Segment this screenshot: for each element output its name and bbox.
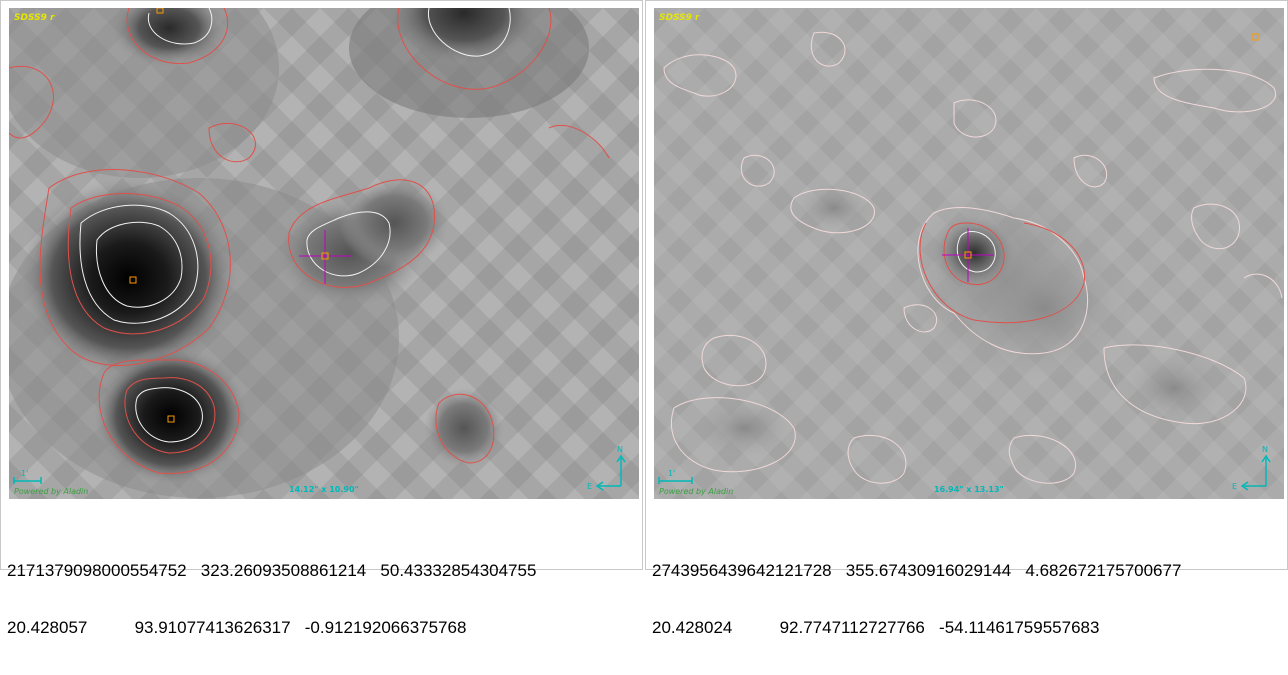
compass-north-right: N xyxy=(1262,445,1268,454)
source-caption-right: 2743956439642121728 355.67430916029144 4… xyxy=(652,523,1181,675)
compass-east-right: E xyxy=(1232,482,1237,491)
sky-cutout-image: SDSS9 r 1' Powered by Aladin 16.94" x 13… xyxy=(654,8,1284,499)
aladin-credit-left: Powered by Aladin xyxy=(14,487,88,496)
fov-label-right: 16.94" x 13.13" xyxy=(934,485,1004,494)
caption-line-1: 2171379098000554752 323.26093508861214 5… xyxy=(7,561,537,580)
compass-left xyxy=(595,454,626,491)
svg-text:1': 1' xyxy=(668,469,675,478)
target-marker-left xyxy=(321,252,329,260)
caption-line-2: 20.428057 93.91077413626317 -0.912192066… xyxy=(7,618,467,637)
compass-east-left: E xyxy=(587,482,592,491)
compass-north-left: N xyxy=(617,445,623,454)
survey-label-left: SDSS9 r xyxy=(14,13,55,23)
cutout-panel-left: SDSS9 r 1' Powered by Aladin 14.12" x 10… xyxy=(0,0,643,637)
survey-label-right: SDSS9 r xyxy=(659,13,700,23)
scale-bar-left: 1' xyxy=(13,469,42,484)
aladin-credit-right: Powered by Aladin xyxy=(659,487,733,496)
compass-right xyxy=(1240,454,1271,491)
caption-line-2: 20.428024 92.7747112727766 -54.114617595… xyxy=(652,618,1100,637)
cutout-panel-right: SDSS9 r 1' Powered by Aladin 16.94" x 13… xyxy=(645,0,1288,637)
fov-label-left: 14.12" x 10.90" xyxy=(289,485,359,494)
source-caption-left: 2171379098000554752 323.26093508861214 5… xyxy=(7,523,536,675)
target-marker-right xyxy=(964,251,972,259)
sky-cutout-image: SDSS9 r 1' Powered by Aladin 14.12" x 10… xyxy=(9,8,639,499)
svg-text:1': 1' xyxy=(21,469,28,478)
scale-bar-right: 1' xyxy=(658,469,693,484)
caption-line-1: 2743956439642121728 355.67430916029144 4… xyxy=(652,561,1182,580)
